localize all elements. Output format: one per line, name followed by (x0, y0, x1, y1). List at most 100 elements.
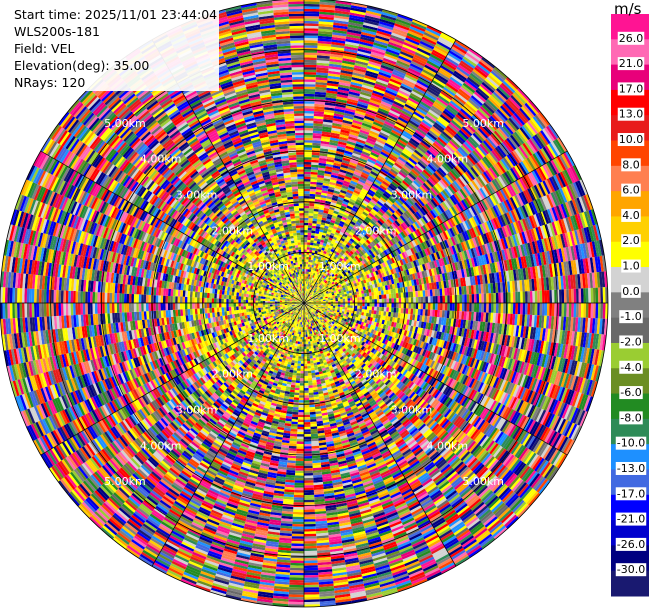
velocity-gate (325, 306, 328, 309)
velocity-gate (484, 352, 490, 363)
velocity-gate (365, 312, 369, 317)
velocity-gate (597, 303, 601, 319)
velocity-gate (553, 356, 559, 371)
velocity-gate (294, 363, 298, 366)
velocity-gate (313, 303, 317, 305)
velocity-gate (465, 347, 471, 357)
velocity-gate (291, 548, 304, 552)
velocity-gate (311, 304, 314, 306)
velocity-gate (573, 303, 577, 318)
velocity-gate (588, 303, 591, 318)
velocity-gate (301, 349, 304, 352)
velocity-gate (327, 309, 330, 312)
velocity-gate (426, 329, 431, 337)
velocity-gate (304, 538, 317, 542)
velocity-gate (304, 490, 314, 493)
velocity-gate (515, 303, 518, 315)
velocity-gate (412, 314, 416, 321)
velocity-gate (297, 431, 304, 435)
velocity-gate (312, 357, 317, 361)
velocity-gate (309, 404, 315, 408)
velocity-gate (515, 348, 521, 361)
velocity-gate (447, 303, 450, 311)
velocity-gate (304, 434, 311, 437)
velocity-gate (408, 308, 411, 315)
velocity-gate (347, 305, 351, 308)
velocity-gate (288, 596, 304, 600)
velocity-gate (304, 383, 309, 386)
velocity-gate (570, 331, 575, 346)
velocity-gate (291, 545, 304, 549)
velocity-gate (418, 321, 422, 328)
velocity-gate (350, 303, 353, 306)
velocity-gate (310, 426, 318, 430)
velocity-gate (290, 426, 298, 430)
velocity-gate (318, 306, 321, 308)
velocity-gate (567, 374, 575, 390)
velocity-gate (437, 324, 441, 332)
velocity-gate (481, 321, 486, 332)
velocity-gate (290, 562, 304, 566)
velocity-gate (357, 303, 360, 306)
velocity-gate (311, 348, 315, 351)
velocity-gate (442, 303, 446, 311)
velocity-gate (438, 317, 442, 325)
velocity-gate (304, 431, 311, 435)
velocity-gate (536, 353, 542, 366)
velocity-gate (524, 350, 530, 363)
velocity-gate (373, 314, 377, 319)
velocity-gate (539, 340, 545, 354)
velocity-gate (297, 343, 300, 347)
velocity-gate (318, 303, 321, 305)
velocity-gate (602, 303, 606, 319)
velocity-gate (525, 326, 529, 339)
velocity-gate (556, 371, 563, 386)
velocity-gate (416, 314, 421, 322)
velocity-gate (308, 303, 312, 305)
velocity-gate (559, 303, 562, 317)
velocity-gate (296, 370, 301, 374)
velocity-gate (290, 560, 304, 564)
velocity-gate (551, 370, 558, 385)
velocity-gate (414, 326, 419, 334)
velocity-gate (329, 309, 333, 312)
velocity-gate (433, 338, 438, 346)
velocity-gate (304, 392, 309, 396)
velocity-gate (304, 516, 316, 520)
velocity-gate (297, 341, 300, 345)
velocity-gate (474, 321, 479, 331)
velocity-gate (299, 344, 302, 347)
velocity-gate (297, 339, 301, 342)
velocity-gate (304, 599, 320, 603)
velocity-gate (465, 328, 470, 338)
velocity-gate (301, 324, 303, 328)
velocity-gate (299, 395, 304, 398)
velocity-gate (304, 584, 319, 588)
velocity-gate (575, 331, 580, 347)
velocity-gate (291, 531, 304, 534)
velocity-gate (535, 365, 542, 379)
velocity-gate (304, 592, 320, 595)
velocity-gate (401, 303, 404, 309)
velocity-gate (379, 306, 382, 312)
velocity-gate (558, 372, 565, 387)
velocity-gate (538, 353, 545, 367)
velocity-gate (384, 315, 389, 321)
velocity-gate (304, 426, 311, 430)
velocity-gate (300, 368, 304, 372)
velocity-gate (440, 340, 445, 349)
velocity-gate (424, 335, 429, 343)
velocity-gate (576, 377, 584, 393)
velocity-gate (553, 342, 559, 357)
velocity-gate (297, 434, 304, 437)
velocity-gate (381, 319, 385, 325)
velocity-gate (309, 353, 313, 357)
velocity-gate (293, 494, 304, 498)
velocity-gate (410, 332, 415, 339)
velocity-gate (401, 329, 405, 336)
velocity-gate (293, 497, 304, 500)
velocity-gate (522, 350, 528, 363)
velocity-gate (443, 317, 447, 326)
velocity-gate (487, 342, 492, 353)
velocity-gate (300, 334, 303, 337)
